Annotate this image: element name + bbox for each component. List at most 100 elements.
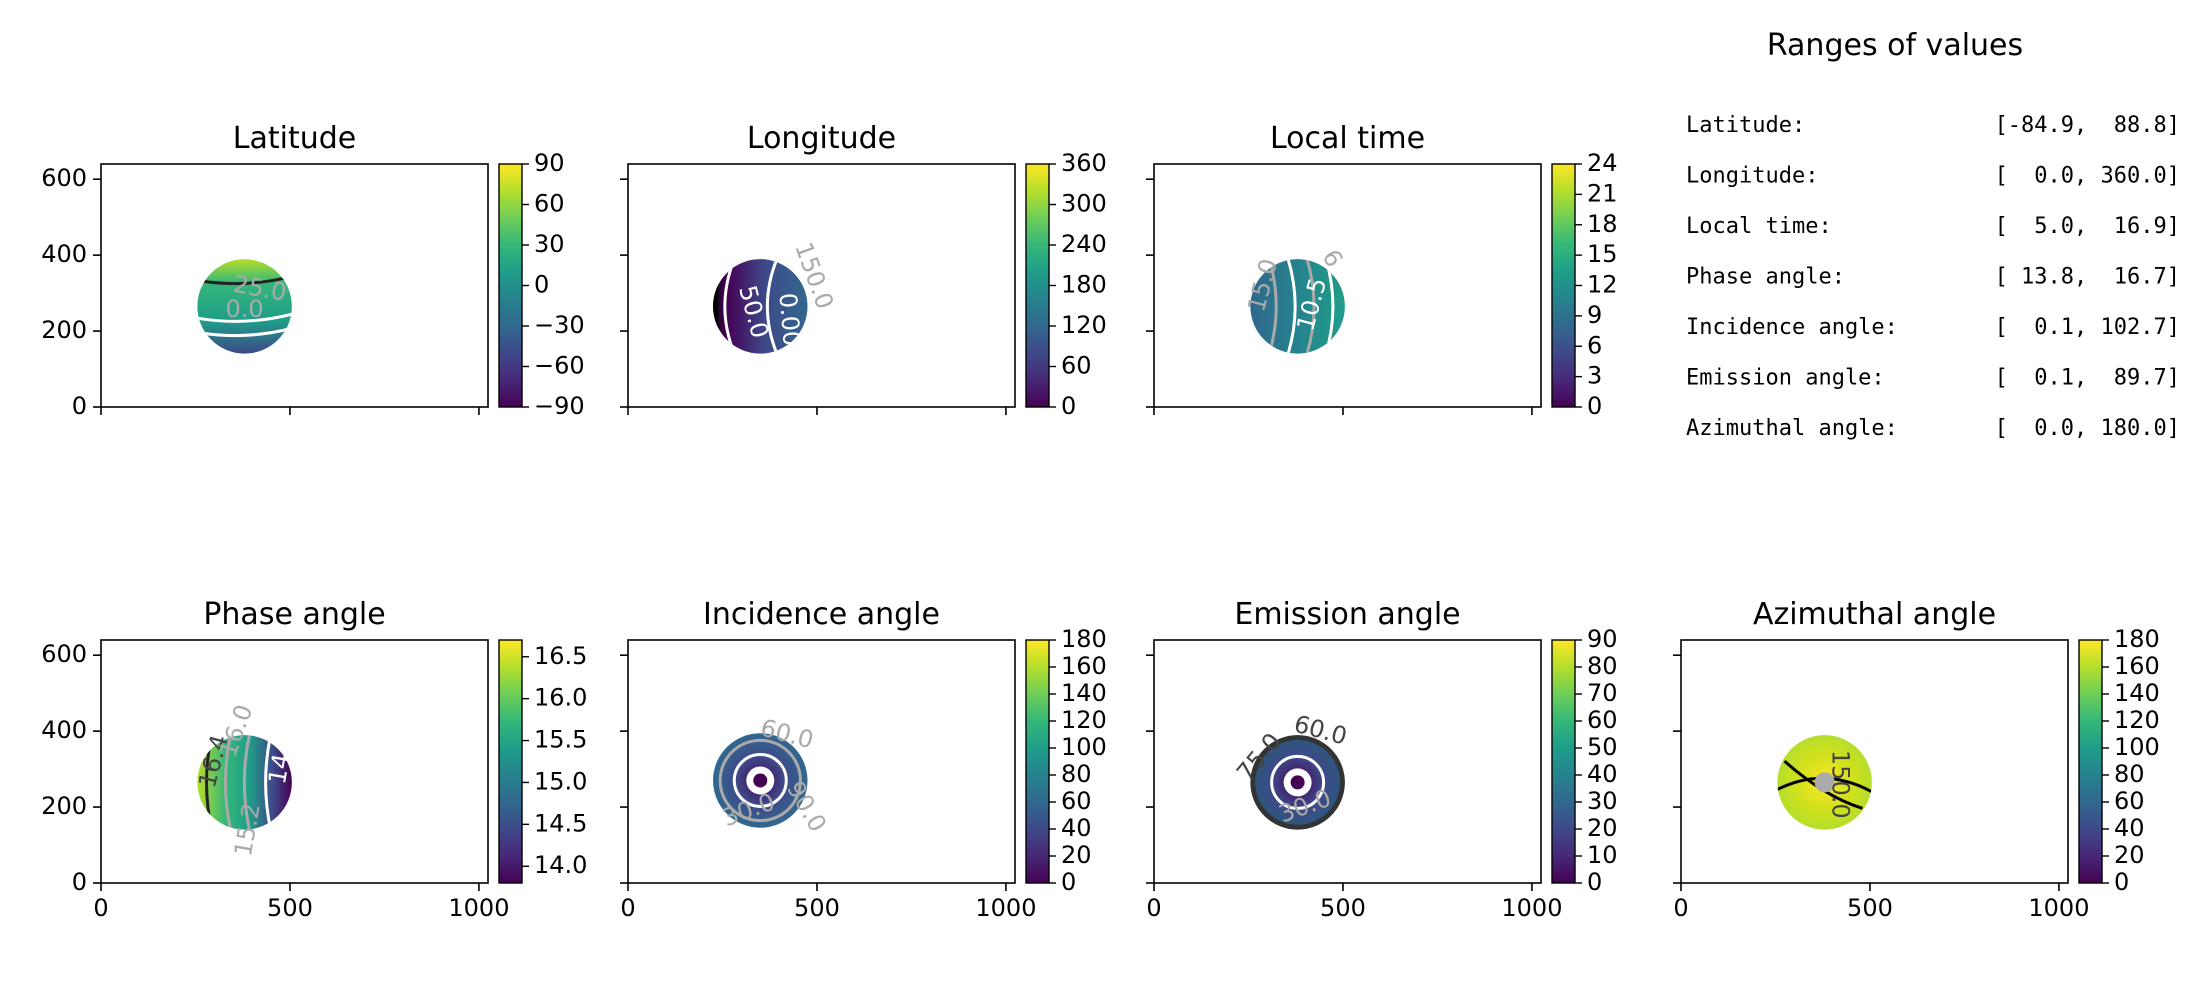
x-tick-label: 500 <box>794 894 840 922</box>
colorbar-tick-label: 20 <box>1061 841 1092 869</box>
colorbar-tick-label: 0 <box>2114 868 2129 896</box>
range-label: Emission angle: <box>1686 366 1885 391</box>
colorbar-tick-label: 60 <box>534 190 565 218</box>
contour-lines <box>1777 759 1872 810</box>
panel-title: Longitude <box>747 121 896 156</box>
colorbar-tick-label: 15.5 <box>534 726 587 754</box>
range-value: [ 0.0, 180.0] <box>1995 416 2180 441</box>
colorbar-tick-label: 9 <box>1587 301 1602 329</box>
range-value: [ 0.0, 360.0] <box>1995 164 2180 189</box>
y-tick-label: 0 <box>72 392 87 420</box>
colorbar-tick-label: 160 <box>1061 652 1107 680</box>
colorbar-tick-label: 60 <box>1061 787 1092 815</box>
range-row: Azimuthal angle: [ 0.0, 180.0] <box>1686 416 2180 441</box>
axes-frame <box>627 639 1016 884</box>
colorbar: 16.5 16.0 15.5 15.0 14.5 14.0 <box>498 639 587 884</box>
contour-label: 14.8 <box>263 729 300 786</box>
colorbar-tick-label: 10 <box>1587 841 1618 869</box>
colorbar-tick-label: 100 <box>2114 733 2160 761</box>
colorbar-tick-label: 140 <box>1061 679 1107 707</box>
colorbar-tick-label: 120 <box>2114 706 2160 734</box>
range-row: Longitude: [ 0.0, 360.0] <box>1686 164 2180 189</box>
panel-title: Local time <box>1270 121 1425 156</box>
colorbar-tick-label: 14.0 <box>534 851 587 879</box>
colorbar-tick-label: 60 <box>1061 352 1092 380</box>
axes-frame <box>100 639 489 884</box>
axes-frame <box>100 163 489 408</box>
colorbar-tick-label: 12 <box>1587 271 1618 299</box>
range-label: Azimuthal angle: <box>1686 416 1898 441</box>
colorbar-tick-label: −30 <box>534 311 585 339</box>
x-tick-label: 1000 <box>1501 894 1562 922</box>
range-label: Longitude: <box>1686 164 1818 189</box>
colorbar: 360 300 240 180 120 60 0 <box>1025 149 1107 420</box>
colorbar-tick-label: 0 <box>1587 868 1602 896</box>
colorbar-tick-label: 240 <box>1061 230 1107 258</box>
x-tick-label: 500 <box>1847 894 1893 922</box>
colorbar-tick-label: 80 <box>1587 652 1618 680</box>
range-row: Incidence angle: [ 0.1, 102.7] <box>1686 315 2180 340</box>
range-value: [ 5.0, 16.9] <box>1995 214 2180 239</box>
panel-title: Phase angle <box>203 597 385 632</box>
colorbar-tick-label: 18 <box>1587 210 1618 238</box>
x-tick-label: 0 <box>620 894 635 922</box>
range-label: Incidence angle: <box>1686 315 1898 340</box>
colorbar-tick-label: 90 <box>1587 625 1618 653</box>
colorbar-tick-label: 24 <box>1587 149 1618 177</box>
colorbar-tick-label: 100 <box>1061 733 1107 761</box>
colorbar-tick-label: 40 <box>1587 760 1618 788</box>
colorbar-tick-label: 180 <box>2114 625 2160 653</box>
colorbar-tick-label: 16.0 <box>534 684 587 712</box>
colorbar-tick-label: 0 <box>1587 392 1602 420</box>
colorbar-tick-label: 0 <box>1061 392 1076 420</box>
x-tick-label: 0 <box>1146 894 1161 922</box>
panel-latitude: Latitude25.00.002004006009060300−30−60−9… <box>41 121 584 420</box>
panel-title: Incidence angle <box>703 597 940 632</box>
colorbar-tick-label: 70 <box>1587 679 1618 707</box>
ranges-title: Ranges of values <box>1767 28 2023 63</box>
range-label: Latitude: <box>1686 113 1805 138</box>
x-tick-label: 1000 <box>2028 894 2089 922</box>
x-tick-label: 500 <box>267 894 313 922</box>
contour-label: 0.00 <box>773 292 806 348</box>
colorbar-tick-label: 6 <box>1587 331 1602 359</box>
range-label: Phase angle: <box>1686 265 1845 290</box>
y-tick-label: 200 <box>41 792 87 820</box>
range-row: Latitude: [-84.9, 88.8] <box>1686 113 2180 138</box>
x-tick-label: 0 <box>93 894 108 922</box>
contour-label: 150.0 <box>1827 750 1855 819</box>
colorbar-tick-label: 180 <box>1061 625 1107 653</box>
range-label: Local time: <box>1686 214 1832 239</box>
colorbar-tick-label: 360 <box>1061 149 1107 177</box>
axes-frame <box>1680 639 2069 884</box>
panel-title: Azimuthal angle <box>1753 597 1996 632</box>
colorbar-tick-label: 60 <box>1587 706 1618 734</box>
y-tick-label: 400 <box>41 240 87 268</box>
contour-label: 0.0 <box>226 295 264 323</box>
range-value: [ 0.1, 102.7] <box>1995 315 2180 340</box>
colorbar-tick-label: 90 <box>534 149 565 177</box>
colorbar-tick-label: 0 <box>534 271 549 299</box>
planet-disk <box>713 259 808 354</box>
range-row: Local time: [ 5.0, 16.9] <box>1686 214 2180 239</box>
colorbar-tick-label: 21 <box>1587 179 1618 207</box>
colorbar-tick-label: 15 <box>1587 240 1618 268</box>
y-tick-label: 600 <box>41 640 87 668</box>
colorbar-tick-label: 20 <box>1587 814 1618 842</box>
axes-frame <box>1153 639 1542 884</box>
panel-title: Emission angle <box>1234 597 1460 632</box>
axes-frame <box>1153 163 1542 408</box>
y-tick-label: 600 <box>41 164 87 192</box>
colorbar-tick-label: −90 <box>534 392 585 420</box>
colorbar-tick-label: 120 <box>1061 311 1107 339</box>
colorbar-tick-label: 0 <box>1061 868 1076 896</box>
